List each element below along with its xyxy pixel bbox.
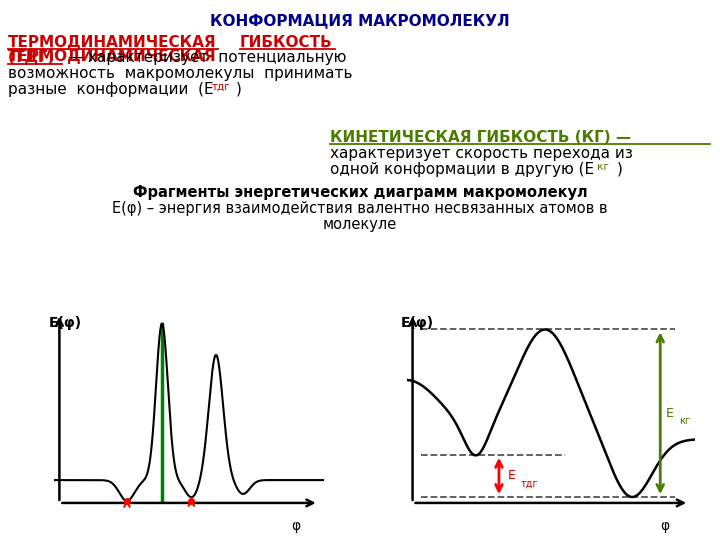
Text: ТЕРМОДИНАМИЧЕСКАЯ: ТЕРМОДИНАМИЧЕСКАЯ: [8, 49, 217, 64]
Text: КИНЕТИЧЕСКАЯ ГИБКОСТЬ (КГ) —: КИНЕТИЧЕСКАЯ ГИБКОСТЬ (КГ) —: [330, 130, 631, 145]
Text: φ: φ: [660, 519, 670, 532]
Text: Е: Е: [666, 407, 674, 420]
Text: Е: Е: [508, 469, 516, 482]
Text: Фрагменты энергетических диаграмм макромолекул: Фрагменты энергетических диаграмм макром…: [132, 185, 588, 200]
Text: характеризует скорость перехода из: характеризует скорость перехода из: [330, 146, 633, 161]
Text: E(φ): E(φ): [49, 316, 82, 330]
Text: одной конформации в другую (Е: одной конформации в другую (Е: [330, 162, 594, 177]
Text: КОНФОРМАЦИЯ МАКРОМОЛЕКУЛ: КОНФОРМАЦИЯ МАКРОМОЛЕКУЛ: [210, 13, 510, 28]
Text: разные  конформации  (Е: разные конформации (Е: [8, 82, 214, 97]
Text: возможность  макромолекулы  принимать: возможность макромолекулы принимать: [8, 66, 353, 81]
Text: тдг: тдг: [521, 479, 538, 489]
Text: ): ): [236, 82, 242, 97]
Text: Е(φ) – энергия взаимодействия валентно несвязанных атомов в: Е(φ) – энергия взаимодействия валентно н…: [112, 201, 608, 216]
Text: молекуле: молекуле: [323, 217, 397, 232]
Text: ТЕРМОДИНАМИЧЕСКАЯ: ТЕРМОДИНАМИЧЕСКАЯ: [8, 35, 217, 50]
Text: — характеризует  потенциальную: — характеризует потенциальную: [63, 50, 346, 65]
Text: кг: кг: [679, 416, 690, 426]
Text: ): ): [617, 162, 623, 177]
Text: ГИБКОСТЬ: ГИБКОСТЬ: [240, 35, 333, 50]
Text: кг: кг: [597, 162, 609, 172]
Text: φ: φ: [292, 519, 301, 532]
Text: (ТДГ): (ТДГ): [8, 50, 55, 65]
Text: тдг: тдг: [212, 82, 230, 92]
Text: E(φ): E(φ): [401, 316, 434, 330]
